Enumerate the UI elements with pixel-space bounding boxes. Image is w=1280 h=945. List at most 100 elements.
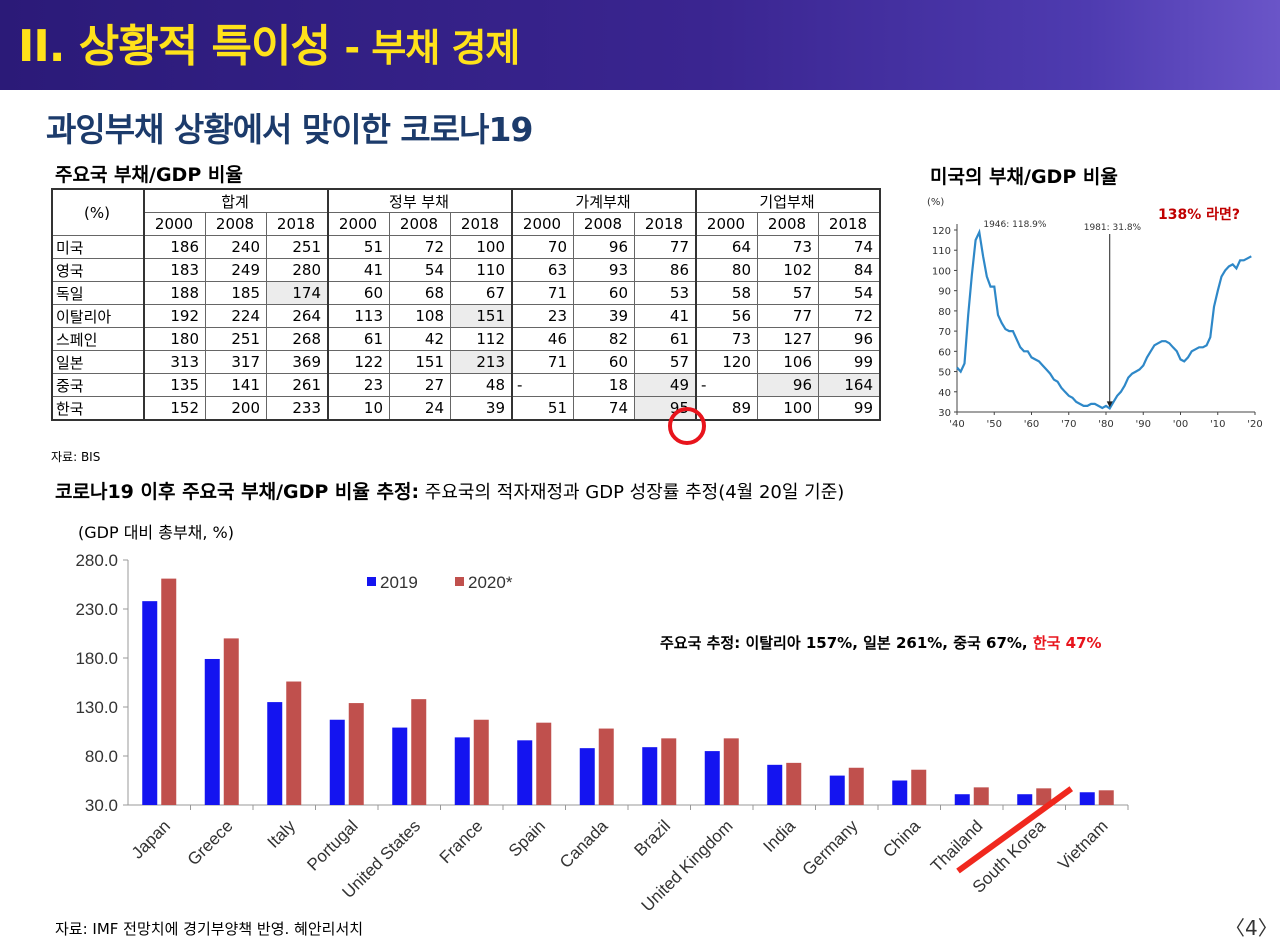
- value-cell: 251: [266, 235, 329, 259]
- value-cell: 74: [573, 396, 635, 421]
- us-x-tick-label: '60: [1024, 419, 1039, 430]
- value-cell: 102: [757, 258, 819, 282]
- value-cell: 192: [143, 304, 206, 328]
- value-cell: 54: [818, 281, 881, 305]
- estimate-note-korea: 한국 47%: [1032, 634, 1102, 652]
- table-row: 스페인 180 251 268 61 42 112 46 82 61 73 127 96: [51, 327, 881, 351]
- bar-2020-italy: [286, 681, 302, 805]
- legend-label-2020: 2020*: [468, 573, 513, 592]
- us-chart-annotation: 138% 라면?: [1158, 206, 1240, 223]
- x-tick-label-france: France: [436, 816, 487, 867]
- value-cell: 89: [695, 396, 758, 421]
- us-chart-y-axis: 30 40 50 60 70 80 90 100 110 120: [932, 224, 958, 419]
- bar-2019-portugal: [329, 719, 345, 805]
- bar-2020-india: [786, 762, 802, 805]
- value-cell: 86: [634, 258, 697, 282]
- us-low-annotation: 1981: 31.8%: [1084, 223, 1142, 233]
- bar-2019-spain: [517, 740, 533, 805]
- value-cell: 74: [818, 235, 881, 259]
- value-cell: 49: [634, 373, 697, 397]
- table-header-row-groups: (%) 합계 정부 부채 가계부채 기업부채: [51, 188, 881, 236]
- value-cell: 56: [695, 304, 758, 328]
- korea-household-highlight-circle: [668, 407, 706, 445]
- table-row: 중국 135 141 261 23 27 48-18 49-96 164: [51, 373, 881, 397]
- bar-2020-japan: [161, 578, 177, 805]
- value-cell: 57: [757, 281, 819, 305]
- bar-y-tick-label: 130.0: [75, 698, 118, 717]
- value-cell: 70: [511, 235, 574, 259]
- value-cell: 23: [511, 304, 574, 328]
- value-cell: 135: [143, 373, 206, 397]
- us-x-tick-label: '50: [987, 419, 1002, 430]
- value-cell: 96: [757, 373, 819, 397]
- value-cell: 82: [573, 327, 635, 351]
- bar-2020-germany: [848, 767, 864, 805]
- value-cell: 60: [573, 350, 635, 374]
- bar-2020-china: [911, 769, 927, 805]
- value-cell: 73: [695, 327, 758, 351]
- estimate-note-prefix: 주요국 추정: 이탈리아 157%, 일본 261%, 중국 67%,: [660, 634, 1033, 652]
- value-cell: 249: [205, 258, 267, 282]
- us-chart-annotations: 1946: 118.9% 1981: 31.8%: [983, 220, 1142, 408]
- value-cell: 174: [266, 281, 329, 305]
- value-cell: 71: [511, 281, 574, 305]
- bar-2019-brazil: [642, 747, 658, 805]
- bar-2019-south-korea: [1017, 794, 1033, 805]
- value-cell: 99: [818, 350, 881, 374]
- value-cell: 48: [450, 373, 513, 397]
- bar-2020-vietnam: [1098, 790, 1114, 805]
- bar-chart-legend: 2019 2020*: [367, 573, 513, 592]
- table-title: 주요국 부채/GDP 비율: [55, 164, 243, 186]
- value-cell: 23: [327, 373, 390, 397]
- value-cell: 77: [634, 235, 697, 259]
- value-cell: 280: [266, 258, 329, 282]
- value-cell: 224: [205, 304, 267, 328]
- table-row: 이탈리아 192 224 264 113 108 151 23 39 41 56 77 72: [51, 304, 881, 328]
- country-cell: 한국: [51, 396, 145, 421]
- value-cell: 122: [327, 350, 390, 374]
- value-cell: 317: [205, 350, 267, 374]
- bar-2020-brazil: [661, 738, 677, 805]
- value-cell: 120: [695, 350, 758, 374]
- table-row: 미국 186 240 251 51 72 100 70 96 77 64 73 74: [51, 235, 881, 259]
- x-tick-label-vietnam: Vietnam: [1054, 816, 1111, 873]
- value-cell: -: [695, 373, 758, 397]
- page-subtitle: 과잉부채 상황에서 맞이한 코로나19: [46, 110, 533, 149]
- value-cell: 188: [143, 281, 206, 305]
- year-header-cell: 2008: [389, 212, 451, 236]
- value-cell: 213: [450, 350, 513, 374]
- value-cell: 127: [757, 327, 819, 351]
- value-cell: 100: [757, 396, 819, 421]
- bar-2019-vietnam: [1079, 792, 1095, 805]
- x-tick-label-japan: Japan: [128, 816, 174, 862]
- bar-2019-france: [454, 737, 470, 805]
- x-tick-label-italy: Italy: [264, 816, 300, 852]
- header-subtitle: - 부채 경제: [344, 26, 520, 70]
- year-header-cell: 2000: [511, 212, 574, 236]
- year-header-cell: 2018: [818, 212, 881, 236]
- table-header-row-years: 2000 2008 2018 2000 2008 2018 2000 2008 2018 2000…: [52, 212, 881, 236]
- value-cell: 106: [757, 350, 819, 374]
- legend-label-2019: 2019: [380, 573, 418, 592]
- year-header-cell: 2008: [205, 212, 267, 236]
- value-cell: 73: [757, 235, 819, 259]
- value-cell: 57: [634, 350, 697, 374]
- value-cell: 251: [205, 327, 267, 351]
- chart-section-title-bold: 코로나19 이후 주요국 부채/GDP 비율 추정:: [55, 481, 420, 503]
- table-source: 자료: BIS: [51, 450, 101, 464]
- value-cell: 108: [389, 304, 451, 328]
- value-cell: 180: [143, 327, 206, 351]
- us-chart-title: 미국의 부채/GDP 비율: [930, 166, 1118, 188]
- value-cell: 77: [757, 304, 819, 328]
- bar-2019-thailand: [954, 794, 970, 805]
- debt-table: (%) 합계 정부 부채 가계부채 기업부채 2000 2008 2018 2000 2…: [51, 188, 881, 421]
- unit-cell: (%): [51, 188, 145, 236]
- group-header-government: 정부 부채: [327, 188, 513, 213]
- bar-2020-portugal: [348, 703, 364, 805]
- x-tick-label-india: India: [760, 816, 800, 856]
- bar-2020-greece: [223, 638, 239, 805]
- us-y-tick-label: 50: [938, 368, 951, 379]
- value-cell: 80: [695, 258, 758, 282]
- country-cell: 독일: [51, 281, 145, 305]
- value-cell: 313: [143, 350, 206, 374]
